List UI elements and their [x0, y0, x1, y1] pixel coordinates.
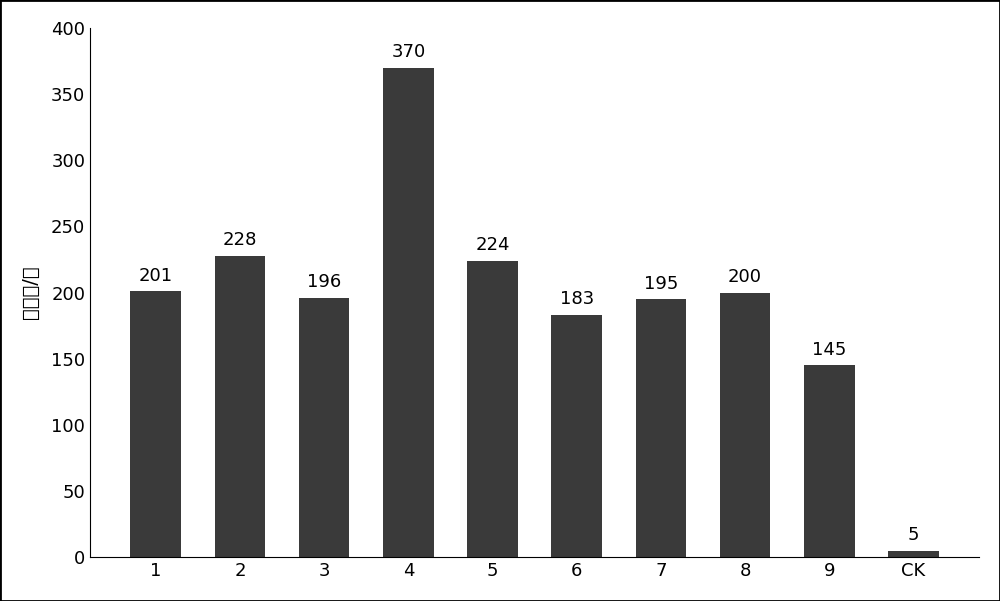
Text: 200: 200 — [728, 268, 762, 286]
Text: 370: 370 — [391, 43, 425, 61]
Text: 228: 228 — [223, 231, 257, 249]
Bar — [467, 261, 518, 557]
Text: 183: 183 — [560, 290, 594, 308]
Text: 5: 5 — [908, 526, 919, 544]
Bar — [720, 293, 770, 557]
Bar — [383, 67, 434, 557]
Bar — [636, 299, 686, 557]
Bar — [888, 551, 939, 557]
Text: 195: 195 — [644, 275, 678, 293]
Bar — [130, 291, 181, 557]
Text: 201: 201 — [139, 267, 173, 285]
Bar — [299, 298, 349, 557]
Bar — [551, 315, 602, 557]
Bar — [804, 365, 855, 557]
Text: 145: 145 — [812, 341, 846, 359]
Text: 224: 224 — [475, 236, 510, 254]
Bar — [215, 255, 265, 557]
Text: 196: 196 — [307, 273, 341, 291]
Y-axis label: 诱捕量/头: 诱捕量/头 — [21, 266, 40, 319]
